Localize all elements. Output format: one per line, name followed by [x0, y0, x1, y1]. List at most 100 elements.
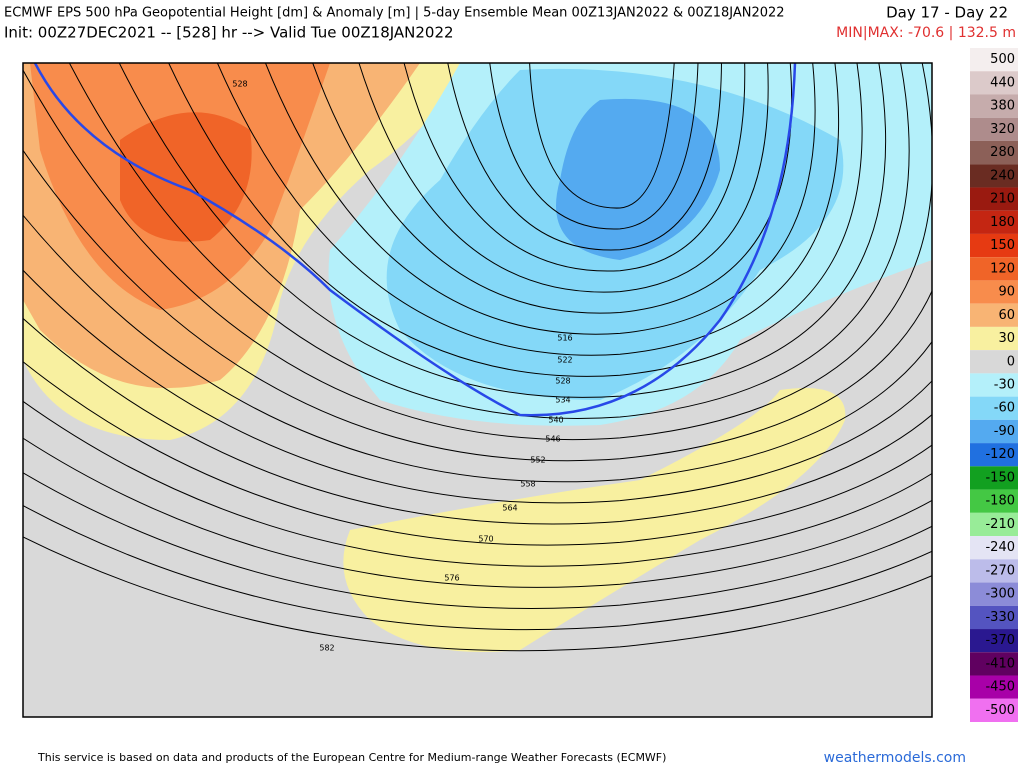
colorbar-swatch [970, 350, 1018, 374]
contour-line [216, 63, 840, 356]
contour-label: 582 [319, 644, 334, 653]
colorbar-swatch [970, 605, 1018, 630]
colorbar-swatch [970, 652, 1018, 676]
colorbar-swatch [970, 280, 1018, 304]
colorbar-swatch [970, 210, 1018, 234]
contour-line [23, 437, 932, 588]
colorbar-label: -450 [985, 680, 1015, 695]
colorbar-label: -370 [985, 633, 1015, 648]
colorbar-label: 0 [1007, 354, 1015, 369]
colorbar-swatch [970, 140, 1018, 165]
title: ECMWF EPS 500 hPa Geopotential Height [d… [4, 6, 785, 21]
colorbar-label: 380 [990, 99, 1015, 114]
contour-line [403, 63, 746, 272]
colorbar-swatch [970, 117, 1018, 141]
colorbar-label: 150 [990, 238, 1015, 253]
colorbar-label: 180 [990, 215, 1015, 230]
colorbar-swatch [970, 187, 1018, 211]
colorbar-label: 120 [990, 261, 1015, 276]
colorbar-swatch [970, 48, 1018, 72]
colorbar-swatch [970, 512, 1018, 537]
colorbar-label: 30 [998, 331, 1015, 346]
contour-label: 540 [548, 416, 563, 425]
contour-line [23, 63, 932, 441]
colorbar-label: -410 [985, 656, 1015, 671]
colorbar-label: -270 [985, 563, 1015, 578]
colorbar-label: 240 [990, 168, 1015, 183]
init: Init: 00Z27DEC2021 -- [528] hr --> Valid… [4, 24, 454, 42]
colorbar-label: -30 [994, 378, 1015, 393]
colorbar-swatch [970, 698, 1018, 722]
colorbar-label: -330 [985, 610, 1015, 625]
contour-line [23, 360, 932, 546]
contour-line [23, 472, 932, 609]
contour-label: 528 [232, 80, 247, 89]
contour-label: 534 [555, 396, 570, 405]
contour-line [68, 63, 910, 419]
contour-label: 528 [555, 377, 570, 386]
contour-line [23, 536, 932, 652]
colorbar-label: -210 [985, 517, 1015, 532]
contour-line [23, 505, 932, 631]
contour-label: 522 [557, 356, 572, 365]
footer-notice: This service is based on data and produc… [37, 751, 666, 764]
colorbar-label: -500 [985, 703, 1015, 718]
colorbar-swatch [970, 373, 1018, 397]
footer-site: weathermodels.com [824, 750, 966, 766]
colorbar-label: 440 [990, 75, 1015, 90]
contour-line [23, 317, 932, 525]
colorbar-label: -120 [985, 447, 1015, 462]
contour-line [489, 63, 699, 230]
contour-line [265, 63, 816, 335]
colorbar-swatch [970, 94, 1018, 118]
contour-line [529, 63, 675, 209]
contour-label: 552 [530, 456, 545, 465]
contour-line [168, 63, 863, 377]
colorbar-swatch [970, 233, 1018, 258]
contour-line [23, 214, 932, 483]
contour-line [23, 149, 932, 462]
colorbar-swatch [970, 466, 1018, 490]
colorbar-swatch [970, 443, 1018, 467]
day-range: Day 17 - Day 22 [886, 4, 1008, 22]
colorbar-label: -180 [985, 494, 1015, 509]
contour-label: 516 [557, 334, 572, 343]
contour-line [358, 63, 769, 293]
colorbar-swatch [970, 303, 1018, 327]
contour-label: 546 [545, 435, 560, 444]
colorbar-label: -90 [994, 424, 1015, 439]
colorbar-label: 90 [998, 285, 1015, 300]
colorbar-label: -240 [985, 540, 1015, 555]
colorbar-swatch [970, 326, 1018, 351]
colorbar-swatch [970, 559, 1018, 583]
colorbar-label: -150 [985, 470, 1015, 485]
contour-label: 558 [520, 480, 535, 489]
colorbar-swatch [970, 489, 1018, 513]
colorbar-swatch [970, 71, 1018, 95]
colorbar-label: 320 [990, 122, 1015, 137]
contour-line [312, 63, 792, 314]
colorbar-swatch [970, 164, 1018, 188]
colorbar-swatch [970, 629, 1018, 653]
contour-line [447, 63, 722, 251]
colorbar-swatch [970, 536, 1018, 560]
contour-label: 570 [478, 535, 493, 544]
contour-label: 564 [502, 504, 517, 513]
colorbar-label: 280 [990, 145, 1015, 160]
colorbar-swatch [970, 675, 1018, 699]
colorbar-swatch [970, 582, 1018, 606]
colorbar-label: 210 [990, 192, 1015, 207]
colorbar-label: 60 [998, 308, 1015, 323]
min-max: MIN|MAX: -70.6 | 132.5 m [836, 25, 1016, 41]
colorbar-label: 500 [990, 52, 1015, 67]
contour-line [23, 269, 932, 504]
contour-line [23, 400, 932, 567]
colorbar-swatch [970, 419, 1018, 444]
colorbar-label: -60 [994, 401, 1015, 416]
colorbar-label: -300 [985, 587, 1015, 602]
colorbar-swatch [970, 396, 1018, 420]
colorbar-swatch [970, 257, 1018, 281]
map: 528 516 522 528 534 540 546 552 558 564 570 576 582 [23, 63, 932, 717]
contour-label: 576 [444, 574, 459, 583]
